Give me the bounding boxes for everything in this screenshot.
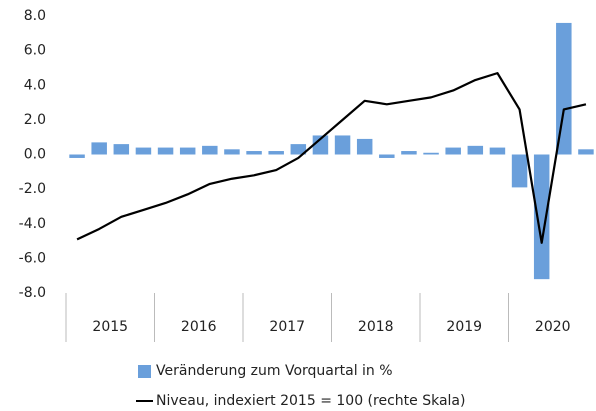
x-tick-label: 2015 xyxy=(92,319,128,335)
bar xyxy=(489,147,506,155)
bar xyxy=(224,149,240,155)
y-tick-label: 8.0 xyxy=(24,8,46,24)
bar xyxy=(401,151,417,155)
bar xyxy=(556,22,572,155)
bar xyxy=(379,154,395,158)
bar xyxy=(290,144,307,155)
bar xyxy=(157,147,174,155)
bar xyxy=(578,149,594,155)
x-tick-label: 2016 xyxy=(181,319,217,335)
y-tick-label: 2.0 xyxy=(24,112,46,128)
bar xyxy=(202,145,218,155)
bar xyxy=(445,147,461,155)
bar xyxy=(268,151,284,155)
bar xyxy=(356,138,373,155)
bar xyxy=(511,154,528,188)
y-tick-label: -8.0 xyxy=(19,285,46,301)
bar xyxy=(91,142,107,155)
y-tick-label: -6.0 xyxy=(19,250,46,266)
y-tick-label: 0.0 xyxy=(24,147,46,163)
bar xyxy=(467,145,484,155)
legend-label: Niveau, indexiert 2015 = 100 (rechte Ska… xyxy=(156,393,465,409)
bar xyxy=(135,147,152,155)
x-tick-label: 2020 xyxy=(535,319,571,335)
y-tick-label: 6.0 xyxy=(24,43,46,59)
x-tick-label: 2019 xyxy=(446,319,482,335)
bar xyxy=(334,135,351,155)
bar xyxy=(179,147,196,155)
bar xyxy=(533,154,550,280)
bar xyxy=(423,152,439,155)
y-tick-label: -2.0 xyxy=(19,181,46,197)
x-tick-label: 2017 xyxy=(269,319,305,335)
bar xyxy=(113,144,130,155)
bar xyxy=(69,154,85,158)
x-tick-label: 2018 xyxy=(358,319,394,335)
y-tick-label: -4.0 xyxy=(19,216,46,232)
legend-swatch xyxy=(138,365,151,378)
bar xyxy=(246,151,262,155)
line xyxy=(76,72,587,244)
bar xyxy=(312,135,329,155)
y-tick-label: 4.0 xyxy=(24,77,46,93)
legend-label: Veränderung zum Vorquartal in % xyxy=(156,363,393,379)
